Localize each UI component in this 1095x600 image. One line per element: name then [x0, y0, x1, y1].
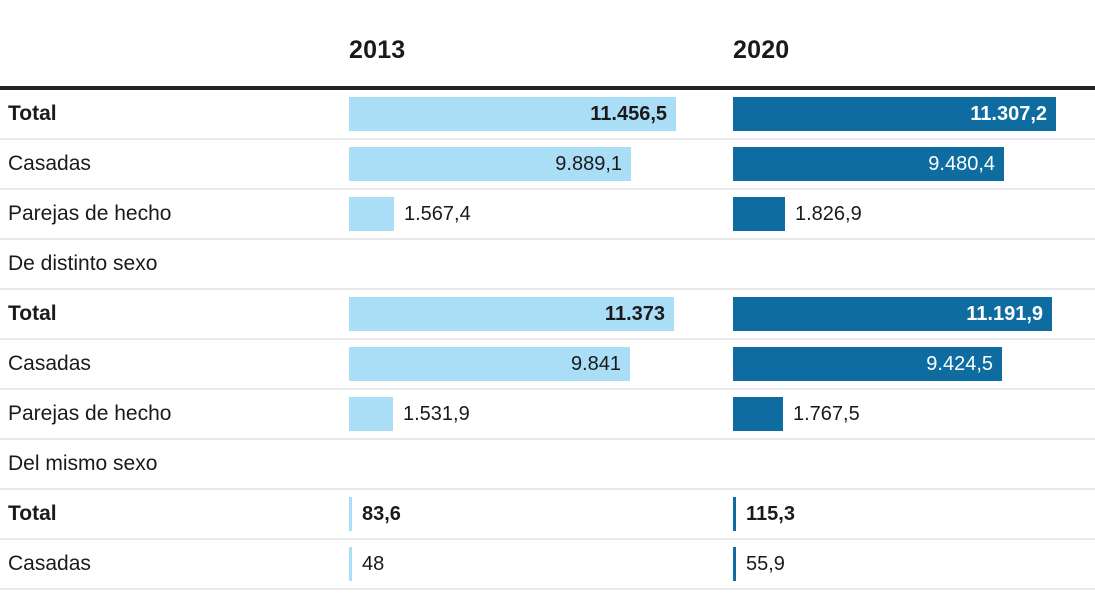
- table-row: Casadas 48 55,9: [0, 540, 1095, 590]
- bar-2020: 9.424,5: [733, 347, 1002, 381]
- table-row: Total 11.373 11.191,9: [0, 290, 1095, 340]
- bar-value-2013: 1.531,9: [403, 403, 470, 425]
- bar-value-2013: 9.889,1: [555, 153, 622, 175]
- bar-cell-2020: 9.480,4: [733, 147, 1095, 181]
- bar-2013: [349, 197, 394, 231]
- bar-value-2020: 115,3: [746, 503, 795, 525]
- bar-2020: 11.191,9: [733, 297, 1052, 331]
- bar-value-2020: 55,9: [746, 553, 785, 575]
- bar-cell-2013: 1.567,4: [349, 197, 733, 231]
- bar-value-2020: 1.826,9: [795, 203, 862, 225]
- row-label: Parejas de hecho: [8, 202, 172, 226]
- table-row: Total 83,6 115,3: [0, 490, 1095, 540]
- bar-cell-2020: 1.767,5: [733, 397, 1095, 431]
- table-row: Casadas 9.841 9.424,5: [0, 340, 1095, 390]
- column-header-2020: 2020: [733, 36, 790, 64]
- chart-header: 2013 2020: [0, 0, 1095, 86]
- bar-value-2013: 83,6: [362, 503, 401, 525]
- header-rule: [0, 86, 1095, 90]
- table-row: Parejas de hecho 1.567,4 1.826,9: [0, 190, 1095, 240]
- bar-2013: [349, 497, 352, 531]
- bar-cell-2020: 115,3: [733, 497, 1095, 531]
- section-label: De distinto sexo: [8, 252, 158, 276]
- bar-cell-2013: 1.531,9: [349, 397, 733, 431]
- bar-2020: [733, 497, 736, 531]
- column-header-2013: 2013: [349, 36, 406, 64]
- bar-value-2020: 11.307,2: [970, 103, 1047, 125]
- bar-2013: [349, 397, 393, 431]
- bar-cell-2013: 9.841: [349, 347, 733, 381]
- row-label: Casadas: [8, 552, 91, 576]
- bar-value-2013: 11.456,5: [590, 103, 667, 125]
- section-label: Del mismo sexo: [8, 452, 158, 476]
- row-label: Total: [8, 102, 57, 126]
- bar-value-2013: 11.373: [604, 303, 665, 325]
- bar-2013: [349, 547, 352, 581]
- bar-cell-2013: 9.889,1: [349, 147, 733, 181]
- bar-2020: 9.480,4: [733, 147, 1004, 181]
- bar-cell-2020: 55,9: [733, 547, 1095, 581]
- bar-2020: [733, 397, 783, 431]
- row-label: Total: [8, 302, 57, 326]
- bar-cell-2020: 9.424,5: [733, 347, 1095, 381]
- bar-value-2013: 48: [362, 553, 385, 575]
- row-label: Casadas: [8, 152, 91, 176]
- bar-2020: 11.307,2: [733, 97, 1056, 131]
- bar-cell-2013: 83,6: [349, 497, 733, 531]
- table-row: Casadas 9.889,1 9.480,4: [0, 140, 1095, 190]
- table-row: Parejas de hecho 1.531,9 1.767,5: [0, 390, 1095, 440]
- row-label: Parejas de hecho: [8, 402, 172, 426]
- bar-cell-2020: 11.307,2: [733, 97, 1095, 131]
- bar-2013: 9.841: [349, 347, 630, 381]
- bar-cell-2020: 11.191,9: [733, 297, 1095, 331]
- bar-cell-2020: 1.826,9: [733, 197, 1095, 231]
- row-label: Casadas: [8, 352, 91, 376]
- bar-value-2020: 1.767,5: [793, 403, 860, 425]
- bar-2013: 9.889,1: [349, 147, 631, 181]
- bar-2013: 11.456,5: [349, 97, 676, 131]
- bar-2020: [733, 547, 736, 581]
- section-label-row: Del mismo sexo: [0, 440, 1095, 490]
- bar-table: Total 11.456,5 11.307,2 Casadas 9.889,1 9.480…: [0, 90, 1095, 590]
- bar-value-2020: 9.424,5: [926, 353, 993, 375]
- bar-2013: 11.373: [349, 297, 674, 331]
- bar-2020: [733, 197, 785, 231]
- section-label-row: De distinto sexo: [0, 240, 1095, 290]
- bar-cell-2013: 11.373: [349, 297, 733, 331]
- table-row: Total 11.456,5 11.307,2: [0, 90, 1095, 140]
- bar-cell-2013: 48: [349, 547, 733, 581]
- bar-cell-2013: 11.456,5: [349, 97, 733, 131]
- bar-value-2013: 9.841: [570, 353, 621, 375]
- bar-value-2020: 9.480,4: [928, 153, 995, 175]
- row-label: Total: [8, 502, 57, 526]
- bar-value-2013: 1.567,4: [404, 203, 471, 225]
- bar-value-2020: 11.191,9: [966, 303, 1043, 325]
